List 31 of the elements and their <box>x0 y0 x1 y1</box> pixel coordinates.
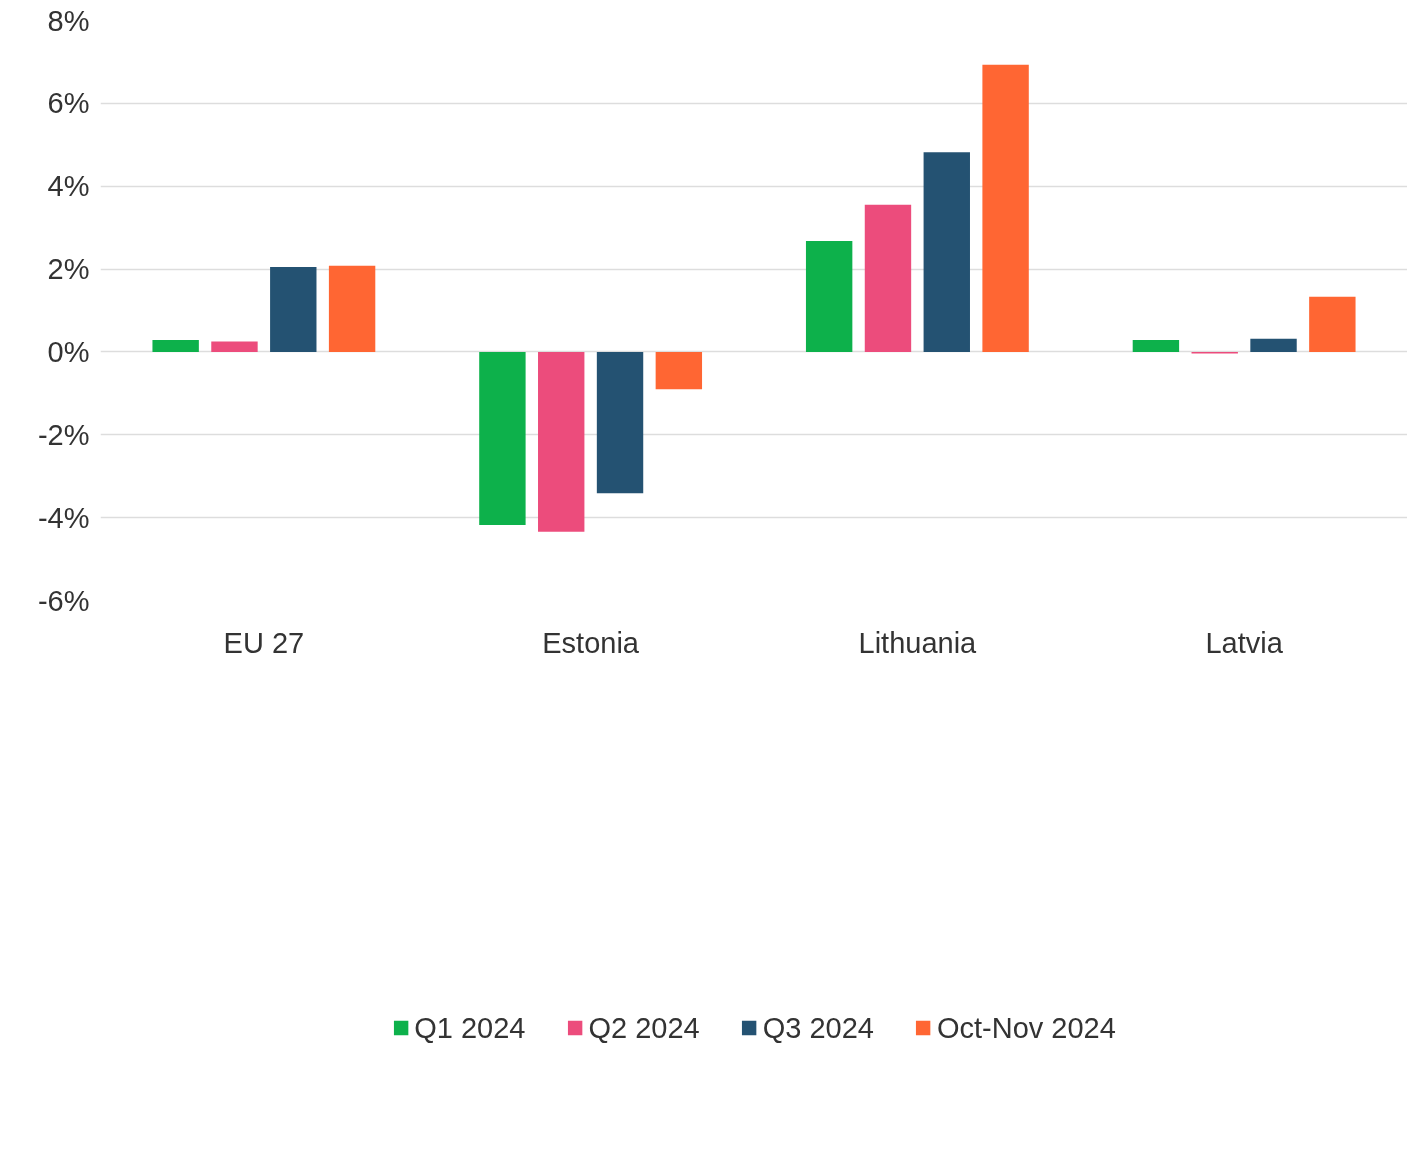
y-tick-label: 4% <box>47 170 90 203</box>
bar <box>270 267 317 352</box>
bar <box>864 204 912 352</box>
bar <box>152 339 199 352</box>
y-tick-label: 2% <box>47 253 90 286</box>
legend-label: Q1 2024 <box>414 1011 526 1045</box>
bar <box>1309 296 1356 352</box>
bar <box>1250 338 1297 352</box>
legend-label: Q3 2024 <box>762 1011 874 1045</box>
x-tick-label: Estonia <box>542 626 640 659</box>
bar <box>328 265 376 352</box>
y-tick-label: -2% <box>37 418 90 451</box>
bar <box>805 240 853 352</box>
bar <box>982 64 1029 352</box>
bar <box>655 351 703 390</box>
bar <box>1132 339 1180 352</box>
y-tick-label: 8% <box>47 4 90 37</box>
y-tick-label: 6% <box>47 87 90 120</box>
bar <box>923 152 970 352</box>
y-tick-label: -6% <box>37 584 90 617</box>
bar <box>479 351 526 526</box>
x-tick-label: Latvia <box>1205 626 1284 659</box>
bar <box>596 351 644 494</box>
legend-label: Oct-Nov 2024 <box>936 1011 1116 1045</box>
y-tick-label: -4% <box>37 501 90 534</box>
x-tick-label: Lithuania <box>858 626 978 659</box>
legend-label: Q2 2024 <box>588 1011 700 1045</box>
x-tick-label: EU 27 <box>223 626 305 659</box>
bar <box>538 351 585 532</box>
y-tick-label: 0% <box>47 335 90 368</box>
bar <box>211 341 258 352</box>
